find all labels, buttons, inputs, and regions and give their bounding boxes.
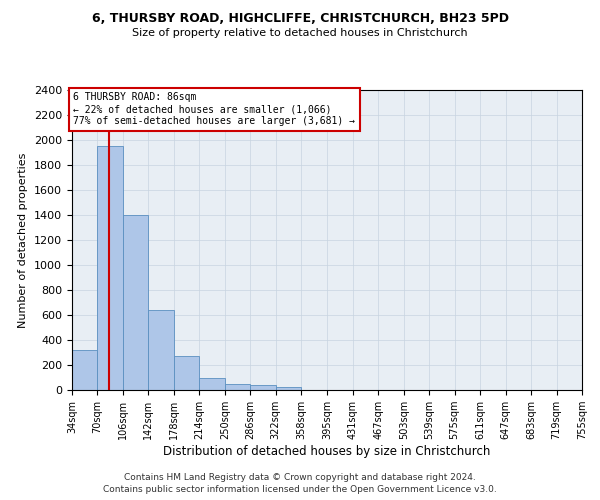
Bar	[148, 310, 174, 390]
Y-axis label: Number of detached properties: Number of detached properties	[19, 152, 28, 328]
Bar	[276, 387, 301, 390]
Text: Contains HM Land Registry data © Crown copyright and database right 2024.: Contains HM Land Registry data © Crown c…	[124, 472, 476, 482]
Bar	[199, 378, 225, 390]
Text: Contains public sector information licensed under the Open Government Licence v3: Contains public sector information licen…	[103, 485, 497, 494]
Text: 6 THURSBY ROAD: 86sqm
← 22% of detached houses are smaller (1,066)
77% of semi-d: 6 THURSBY ROAD: 86sqm ← 22% of detached …	[73, 92, 355, 126]
Bar	[123, 215, 148, 390]
Text: Size of property relative to detached houses in Christchurch: Size of property relative to detached ho…	[132, 28, 468, 38]
Bar	[250, 385, 276, 390]
Text: 6, THURSBY ROAD, HIGHCLIFFE, CHRISTCHURCH, BH23 5PD: 6, THURSBY ROAD, HIGHCLIFFE, CHRISTCHURC…	[91, 12, 509, 26]
Bar	[174, 356, 199, 390]
Bar	[97, 146, 123, 390]
Bar	[225, 384, 250, 390]
Bar	[72, 350, 97, 390]
X-axis label: Distribution of detached houses by size in Christchurch: Distribution of detached houses by size …	[163, 445, 491, 458]
